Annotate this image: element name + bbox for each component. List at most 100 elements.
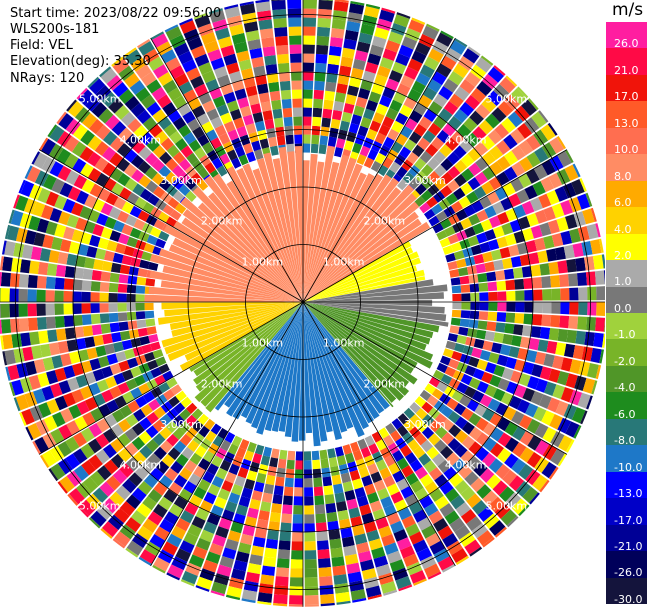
velocity-gate-noise: [476, 232, 488, 244]
velocity-gate-noise: [234, 41, 248, 54]
velocity-gate-noise: [354, 486, 366, 499]
velocity-gate-noise: [496, 354, 509, 367]
velocity-gate-noise: [277, 53, 290, 64]
velocity-gate-noise: [363, 157, 375, 169]
velocity-gate-noise: [424, 563, 441, 578]
velocity-gate-noise: [426, 196, 438, 209]
velocity-gate-noise: [487, 90, 503, 107]
velocity-gate-noise: [449, 269, 460, 278]
velocity-gate-noise: [253, 65, 266, 77]
velocity-gate-noise: [152, 433, 166, 446]
velocity-gate-noise: [117, 303, 127, 312]
velocity-gate-noise: [183, 132, 197, 145]
velocity-gate-noise: [316, 540, 329, 551]
velocity-gate-noise: [27, 289, 37, 302]
velocity-gate-noise: [440, 218, 452, 230]
velocity-gate-noise: [318, 144, 327, 155]
velocity-gate-noise: [503, 166, 518, 181]
velocity-gate-noise: [454, 343, 465, 353]
velocity-gate-noise: [326, 511, 338, 523]
velocity-gate-noise: [67, 186, 81, 201]
velocity-gate-noise: [375, 103, 389, 116]
velocity-gate-noise: [9, 303, 19, 318]
velocity-gate-noise: [91, 270, 102, 281]
velocity-gate-noise: [433, 150, 447, 164]
velocity-gate-noise: [404, 452, 418, 465]
velocity-gate-noise: [234, 145, 246, 158]
velocity-gate-noise: [72, 124, 88, 141]
velocity-gate-noise: [400, 444, 413, 457]
velocity-gate-noise: [72, 291, 82, 302]
velocity-gate-noise: [98, 355, 110, 368]
velocity-gate-noise: [556, 216, 569, 232]
velocity-gate-noise: [459, 353, 471, 365]
velocity-gate-noise: [11, 333, 23, 348]
velocity-gate-noise: [360, 117, 372, 129]
velocity-gate-noise: [175, 548, 191, 562]
velocity-gate-noise: [460, 509, 477, 524]
velocity-gate-noise: [94, 141, 109, 156]
velocity-gate-noise: [45, 191, 59, 207]
velocity-gate-noise: [388, 31, 404, 45]
velocity-gate-noise: [539, 366, 552, 381]
velocity-gate-noise: [389, 99, 403, 113]
velocity-gate-noise: [366, 128, 378, 141]
velocity-gate-noise: [166, 433, 179, 447]
velocity-sector: [168, 244, 303, 302]
velocity-gate-noise: [45, 316, 56, 329]
velocity-gate-noise: [202, 559, 218, 573]
velocity-gate-noise: [165, 184, 178, 197]
velocity-gate-noise: [130, 337, 142, 348]
velocity-gate-noise: [247, 441, 257, 453]
velocity-sector: [303, 302, 385, 414]
velocity-gate-noise: [259, 28, 274, 39]
velocity-gate-noise: [72, 279, 83, 291]
velocity-gate-noise: [102, 260, 113, 272]
colorbar-swatch: [606, 418, 647, 446]
velocity-gate-noise: [440, 445, 454, 460]
velocity-gate-noise: [474, 141, 489, 156]
velocity-gate-noise: [112, 81, 129, 98]
velocity-gate-noise: [42, 357, 55, 371]
velocity-gate-noise: [228, 71, 242, 83]
colorbar-swatch: [606, 233, 647, 261]
velocity-sector: [303, 299, 433, 306]
velocity-gate-noise: [303, 17, 317, 27]
velocity-gate-noise: [412, 144, 425, 158]
velocity-gate-noise: [124, 442, 139, 457]
velocity-gate-noise: [113, 372, 126, 385]
velocity-gate-noise: [504, 437, 519, 453]
velocity-gate-noise: [20, 332, 31, 347]
velocity-gate-noise: [152, 503, 168, 518]
velocity-gate-noise: [482, 73, 499, 90]
velocity-gate-noise: [153, 557, 170, 572]
velocity-gate-noise: [233, 117, 245, 129]
velocity-sector: [303, 302, 348, 433]
velocity-gate-noise: [543, 206, 556, 221]
velocity-gate-noise: [219, 153, 231, 165]
velocity-gate-noise: [232, 455, 243, 467]
velocity-sector: [303, 160, 310, 302]
velocity-sector: [242, 163, 303, 302]
velocity-gate-noise: [139, 549, 157, 564]
velocity-gate-noise: [21, 408, 35, 426]
velocity-gate-noise: [356, 154, 367, 166]
velocity-gate-noise: [125, 517, 142, 533]
velocity-gate-noise: [350, 589, 366, 601]
velocity-gate-noise: [439, 393, 452, 405]
velocity-gate-noise: [359, 559, 375, 572]
velocity-gate-noise: [159, 413, 172, 427]
velocity-gate-noise: [440, 185, 453, 198]
velocity-gate-noise: [123, 163, 138, 178]
velocity-gate-noise: [484, 205, 497, 219]
velocity-gate-noise: [466, 191, 479, 204]
velocity-gate-noise: [440, 30, 454, 40]
velocity-gate-noise: [252, 453, 262, 464]
velocity-sector: [271, 302, 303, 432]
velocity-gate-noise: [201, 70, 216, 84]
velocity-gate-noise: [385, 78, 400, 91]
velocity-gate-noise: [96, 504, 113, 521]
velocity-gate-noise: [546, 189, 560, 205]
velocity-gate-noise: [84, 336, 96, 349]
velocity-gate-noise: [530, 225, 543, 239]
